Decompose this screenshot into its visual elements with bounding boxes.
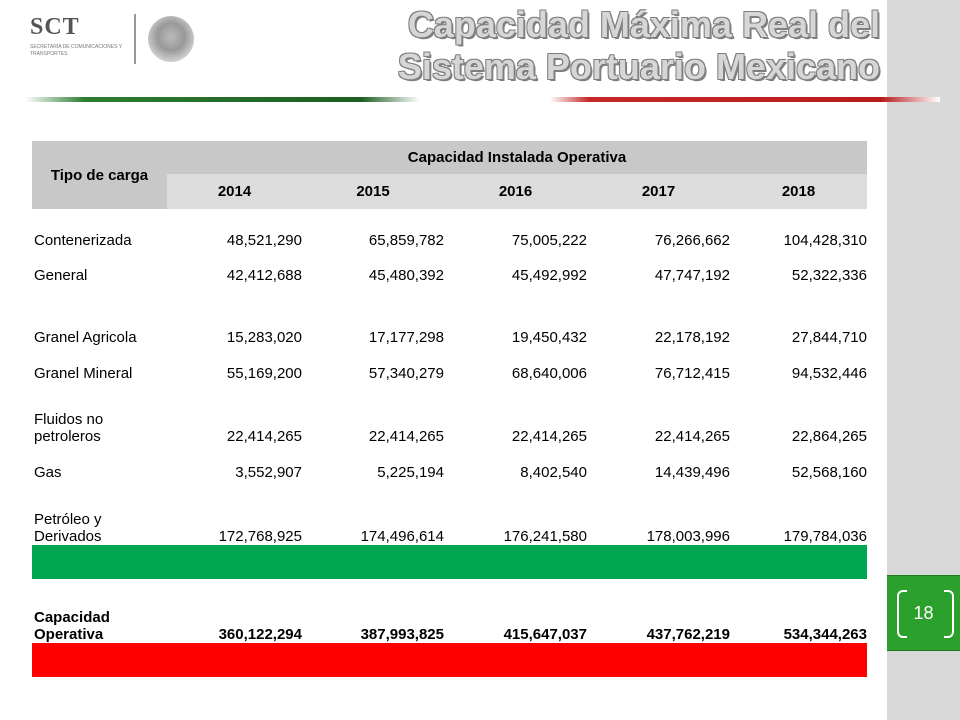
cell-value: 22,178,192 [654,329,730,346]
cell-value: 22,414,265 [654,428,730,445]
title-line-2: Sistema Portuario Mexicano [397,46,880,87]
table-row: Granel Agricola 15,283,020 17,177,298 19… [32,284,867,346]
cell-value: 5,225,194 [377,464,444,481]
cell-value: 52,322,336 [791,267,867,284]
cell-value: 178,003,996 [646,528,730,545]
cell-value: 55,169,200 [226,365,302,382]
green-band [32,545,867,579]
type-header: Tipo de carga [32,141,167,209]
left-bracket-icon [897,590,907,638]
cell-value: 65,859,782 [368,232,444,249]
total-row: Capacidad Operativa 360,122,294 387,993,… [32,579,867,643]
cell-value: 42,412,688 [226,267,302,284]
red-band [32,643,867,677]
total-value: 360,122,294 [218,626,302,643]
cell-value: 27,844,710 [791,329,867,346]
cell-value: 19,450,432 [511,329,587,346]
total-value: 415,647,037 [503,626,587,643]
row-label: Granel Agricola [34,329,137,346]
cell-value: 17,177,298 [368,329,444,346]
cell-value: 22,414,265 [511,428,587,445]
capacity-table: Tipo de carga Capacidad Instalada Operat… [32,141,867,677]
table-row: Granel Mineral 55,169,200 57,340,279 68,… [32,346,867,382]
row-label: General [34,267,88,284]
sct-logo: SCT SECRETARÍA DE COMUNICACIONES Y TRANS… [30,14,220,74]
cell-value: 57,340,279 [368,365,444,382]
total-label: Capacidad Operativa [34,609,110,643]
title-line-1: Capacidad Máxima Real del [407,4,880,45]
cell-value: 172,768,925 [218,528,302,545]
row-label: Fluidos no petroleros [34,411,104,445]
page-number-tab: 18 [887,575,960,651]
slide-title: Capacidad Máxima Real del Sistema Portua… [380,4,880,88]
logo-text: SCT [30,14,80,40]
group-header: Capacidad Instalada Operativa [167,141,867,174]
total-value: 437,762,219 [646,626,730,643]
cell-value: 179,784,036 [783,528,867,545]
table-row: Contenerizada 48,521,290 65,859,782 75,0… [32,209,867,249]
cell-value: 8,402,540 [520,464,587,481]
logo-subtext: SECRETARÍA DE COMUNICACIONES Y TRANSPORT… [30,44,122,57]
year-header: 2017 [587,174,730,209]
year-header: 2014 [167,174,302,209]
row-label: Contenerizada [34,232,132,249]
red-band-row [32,643,867,677]
cell-value: 22,414,265 [226,428,302,445]
cell-value: 76,266,662 [654,232,730,249]
cell-value: 94,532,446 [791,365,867,382]
cell-value: 15,283,020 [226,329,302,346]
green-band-row [32,545,867,579]
cell-value: 3,552,907 [235,464,302,481]
cell-value: 76,712,415 [654,365,730,382]
total-value: 387,993,825 [360,626,444,643]
cell-value: 22,864,265 [791,428,867,445]
row-label: Gas [34,464,62,481]
row-label: Petróleo y Derivados [34,511,102,545]
cell-value: 68,640,006 [511,365,587,382]
cell-value: 22,414,265 [368,428,444,445]
cell-value: 48,521,290 [226,232,302,249]
total-value: 534,344,263 [783,626,867,643]
table-row: General 42,412,688 45,480,392 45,492,992… [32,249,867,284]
cell-value: 174,496,614 [360,528,444,545]
cell-value: 52,568,160 [791,464,867,481]
green-divider [25,97,420,102]
red-divider [550,97,940,102]
cell-value: 75,005,222 [511,232,587,249]
cell-value: 14,439,496 [654,464,730,481]
table-row: Fluidos no petroleros 22,414,265 22,414,… [32,382,867,445]
year-header: 2018 [730,174,867,209]
national-seal-icon [148,16,194,62]
cell-value: 176,241,580 [503,528,587,545]
year-header: 2015 [302,174,444,209]
page-number: 18 [913,603,934,623]
year-header: 2016 [444,174,587,209]
cell-value: 104,428,310 [783,232,867,249]
table-row: Gas 3,552,907 5,225,194 8,402,540 14,439… [32,445,867,481]
logo-separator [134,14,136,64]
cell-value: 45,492,992 [511,267,587,284]
cell-value: 45,480,392 [368,267,444,284]
right-bracket-icon [944,590,954,638]
row-label: Granel Mineral [34,365,133,382]
cell-value: 47,747,192 [654,267,730,284]
table-row: Petróleo y Derivados 172,768,925 174,496… [32,481,867,545]
